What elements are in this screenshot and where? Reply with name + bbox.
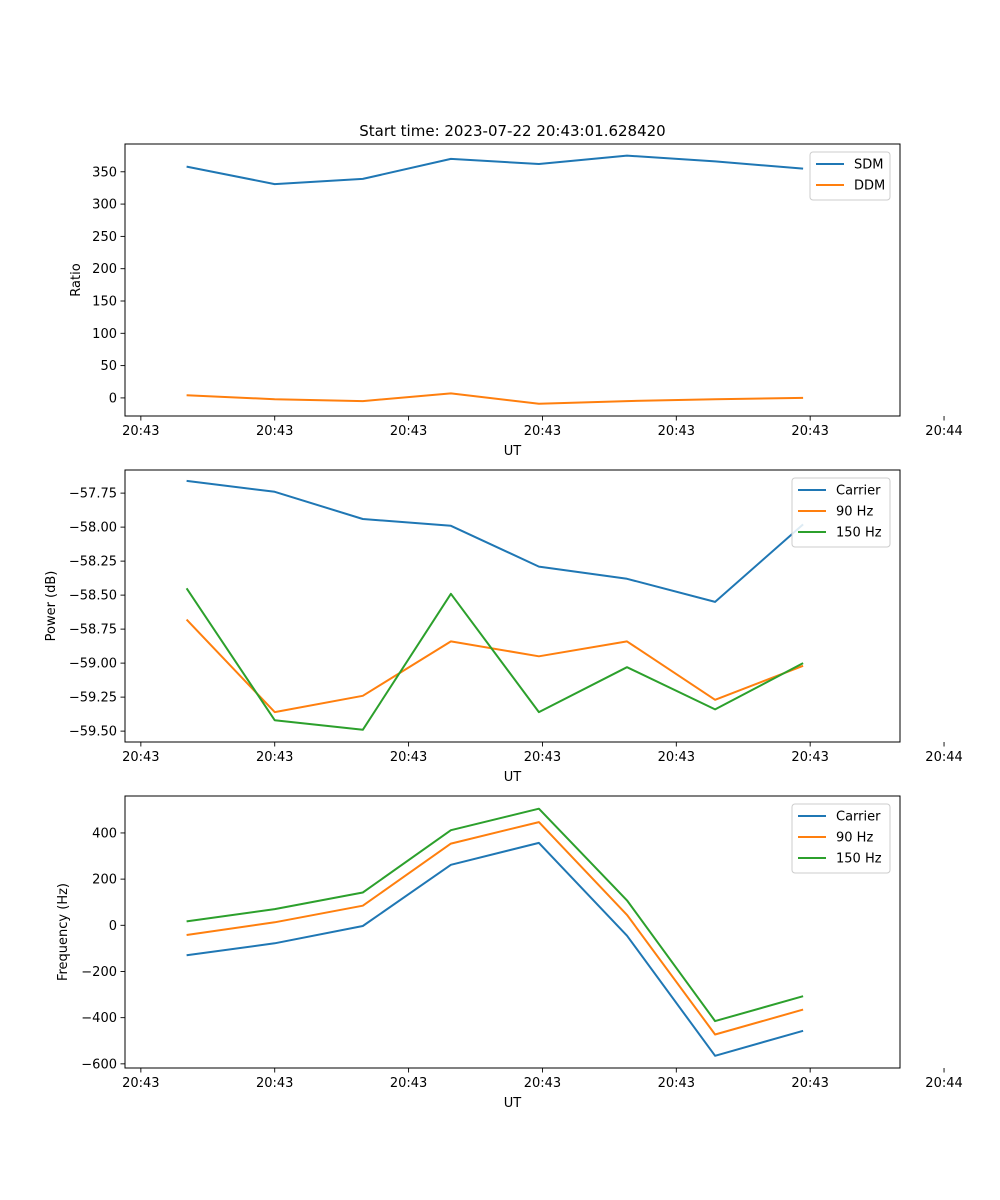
x-tick-label: 20:43 bbox=[122, 424, 159, 439]
y-tick-label: −59.00 bbox=[69, 657, 117, 672]
x-tick-label: 20:43 bbox=[524, 1076, 561, 1091]
y-tick-label: 0 bbox=[109, 391, 117, 406]
series-line-150-hz bbox=[185, 587, 804, 731]
x-tick-label: 20:43 bbox=[524, 750, 561, 765]
legend-box bbox=[791, 803, 891, 874]
plot-frame bbox=[124, 143, 901, 417]
y-axis-label: Ratio bbox=[69, 263, 84, 296]
x-tick-label: 20:43 bbox=[122, 1076, 159, 1091]
y-tick-label: −58.50 bbox=[69, 589, 117, 604]
x-tick-label: 20:43 bbox=[658, 424, 695, 439]
y-tick-label: 150 bbox=[92, 294, 117, 309]
x-axis-label: UT bbox=[504, 770, 522, 785]
series-line-carrier bbox=[186, 479, 804, 603]
y-tick-label: 250 bbox=[92, 230, 117, 245]
legend-label: 90 Hz bbox=[836, 831, 873, 846]
x-tick-label: 20:44 bbox=[925, 750, 962, 765]
chart-panel-1: 20:43 20:43 20:43 20:43 20:43 20:43 20:44 0 50 10… bbox=[69, 143, 963, 459]
y-tick-label: −59.50 bbox=[69, 725, 117, 740]
y-tick-label: 100 bbox=[92, 327, 117, 342]
x-tick-label: 20:43 bbox=[658, 1076, 695, 1091]
y-tick-label: −600 bbox=[81, 1057, 117, 1072]
x-tick-label: 20:43 bbox=[390, 424, 427, 439]
x-tick-label: 20:43 bbox=[256, 424, 293, 439]
x-tick-label: 20:44 bbox=[925, 424, 962, 439]
legend-label: 90 Hz bbox=[836, 505, 873, 520]
x-axis-label: UT bbox=[504, 1096, 522, 1111]
chart-panel-2: 20:43 20:43 20:43 20:43 20:43 20:43 20:44 −57.7… bbox=[44, 469, 963, 785]
x-tick-label: 20:43 bbox=[390, 750, 427, 765]
y-tick-label: −58.25 bbox=[69, 555, 117, 570]
x-tick-label: 20:43 bbox=[791, 424, 828, 439]
y-tick-label: 0 bbox=[109, 919, 117, 934]
x-tick-label: 20:43 bbox=[524, 424, 561, 439]
x-tick-label: 20:43 bbox=[791, 1076, 828, 1091]
x-tick-label: 20:43 bbox=[256, 1076, 293, 1091]
y-tick-label: 200 bbox=[92, 873, 117, 888]
y-axis-label: Frequency (Hz) bbox=[56, 883, 71, 981]
x-tick-label: 20:44 bbox=[925, 1076, 962, 1091]
series-line-carrier bbox=[186, 841, 804, 1057]
x-tick-label: 20:43 bbox=[791, 750, 828, 765]
legend: Carrier 90 Hz 150 Hz bbox=[791, 477, 891, 548]
y-tick-label: −400 bbox=[81, 1011, 117, 1026]
chart-panel-3: 20:43 20:43 20:43 20:43 20:43 20:43 20:44 −600 −… bbox=[56, 795, 963, 1111]
series-line-90-hz bbox=[186, 821, 804, 1036]
x-tick-label: 20:43 bbox=[658, 750, 695, 765]
y-tick-label: −59.25 bbox=[69, 691, 117, 706]
series-line-ddm bbox=[186, 392, 804, 405]
y-tick-label: 400 bbox=[92, 826, 117, 841]
plot-frame bbox=[124, 795, 901, 1069]
legend-label: SDM bbox=[854, 158, 883, 173]
series-line-150-hz bbox=[186, 807, 804, 1023]
chart-title: Start time: 2023-07-22 20:43:01.628420 bbox=[359, 122, 665, 140]
legend-label: Carrier bbox=[836, 810, 881, 825]
legend: SDM DDM bbox=[809, 151, 891, 201]
series-line-sdm bbox=[186, 154, 804, 186]
x-tick-label: 20:43 bbox=[256, 750, 293, 765]
x-axis-label: UT bbox=[504, 444, 522, 459]
legend-label: Carrier bbox=[836, 484, 881, 499]
y-tick-label: 350 bbox=[92, 165, 117, 180]
legend-box bbox=[791, 477, 891, 548]
legend-label: DDM bbox=[854, 179, 885, 194]
y-tick-label: −58.00 bbox=[69, 521, 117, 536]
y-axis-label: Power (dB) bbox=[44, 571, 59, 642]
y-tick-label: 50 bbox=[100, 359, 117, 374]
y-tick-label: −200 bbox=[81, 965, 117, 980]
x-tick-label: 20:43 bbox=[122, 750, 159, 765]
y-tick-label: −57.75 bbox=[69, 487, 117, 502]
legend: Carrier 90 Hz 150 Hz bbox=[791, 803, 891, 874]
y-tick-label: 200 bbox=[92, 262, 117, 277]
y-tick-label: −58.75 bbox=[69, 623, 117, 638]
x-tick-label: 20:43 bbox=[390, 1076, 427, 1091]
legend-label: 150 Hz bbox=[836, 852, 882, 867]
y-tick-label: 300 bbox=[92, 198, 117, 213]
series-line-90-hz bbox=[185, 618, 804, 714]
plot-frame bbox=[124, 469, 901, 743]
legend-label: 150 Hz bbox=[836, 526, 882, 541]
